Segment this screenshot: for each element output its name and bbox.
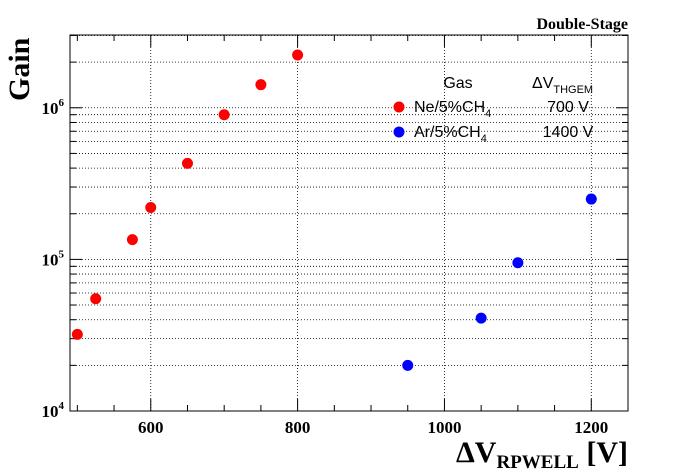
legend-label-ar-sub: 4 <box>481 133 487 145</box>
legend-label-ne-main: Ne/5%CH <box>414 99 485 116</box>
data-point-ar <box>585 193 597 205</box>
legend: Gas ΔVTHGEM Ne/5%CH4 700 V Ar/5%CH4 1400… <box>393 75 594 145</box>
legend-marker-ar <box>393 126 405 138</box>
data-point-ne <box>292 49 304 61</box>
x-axis-label-main: ΔV <box>456 436 497 469</box>
y-tick-label-exponent: 5 <box>59 248 65 260</box>
x-tick-label: 600 <box>138 418 164 437</box>
y-tick-label-exponent: 4 <box>59 400 65 412</box>
x-axis-label-sub: RPWELL <box>496 452 578 471</box>
data-point-ne <box>218 109 230 121</box>
legend-label-ne: Ne/5%CH4 <box>414 99 491 120</box>
y-tick-label: 104 <box>42 400 65 421</box>
data-point-ne <box>71 328 83 340</box>
y-axis-label: Gain <box>3 37 36 101</box>
y-tick-label: 105 <box>42 248 65 269</box>
x-tick-label: 800 <box>285 418 311 437</box>
legend-marker-ne <box>393 101 405 113</box>
legend-header-dv-sub: THGEM <box>553 84 593 96</box>
y-tick-label-base: 10 <box>42 250 59 269</box>
data-point-ne <box>181 157 193 169</box>
points-layer <box>71 49 597 371</box>
data-point-ar <box>402 359 414 371</box>
chart-title: Double-Stage <box>536 16 628 33</box>
data-point-ne <box>126 234 138 246</box>
x-tick-label: 1000 <box>427 418 461 437</box>
data-point-ne <box>90 293 102 305</box>
x-tick-label: 1200 <box>574 418 608 437</box>
y-tick-label-base: 10 <box>42 402 59 421</box>
legend-header-dv: ΔVTHGEM <box>532 75 593 96</box>
grid-layer <box>70 35 628 412</box>
y-tick-label-exponent: 6 <box>59 97 65 109</box>
legend-header-gas: Gas <box>443 75 472 92</box>
data-point-ne <box>145 201 157 213</box>
y-tick-label: 106 <box>42 97 65 118</box>
legend-label-ne-sub: 4 <box>485 108 491 120</box>
x-axis-label: ΔVRPWELL [V] <box>456 436 628 471</box>
y-tick-label-base: 10 <box>42 99 59 118</box>
x-axis-label-unit: [V] <box>579 436 628 469</box>
plot-frame <box>69 34 629 412</box>
legend-label-ar: Ar/5%CH4 <box>414 124 487 145</box>
legend-dv-ne: 700 V <box>547 99 589 116</box>
data-point-ne <box>255 79 267 91</box>
legend-label-ar-main: Ar/5%CH <box>414 124 481 141</box>
legend-dv-ar: 1400 V <box>543 124 594 141</box>
data-point-ar <box>512 257 524 269</box>
data-point-ar <box>475 312 487 324</box>
legend-header-dv-main: ΔV <box>532 75 554 92</box>
